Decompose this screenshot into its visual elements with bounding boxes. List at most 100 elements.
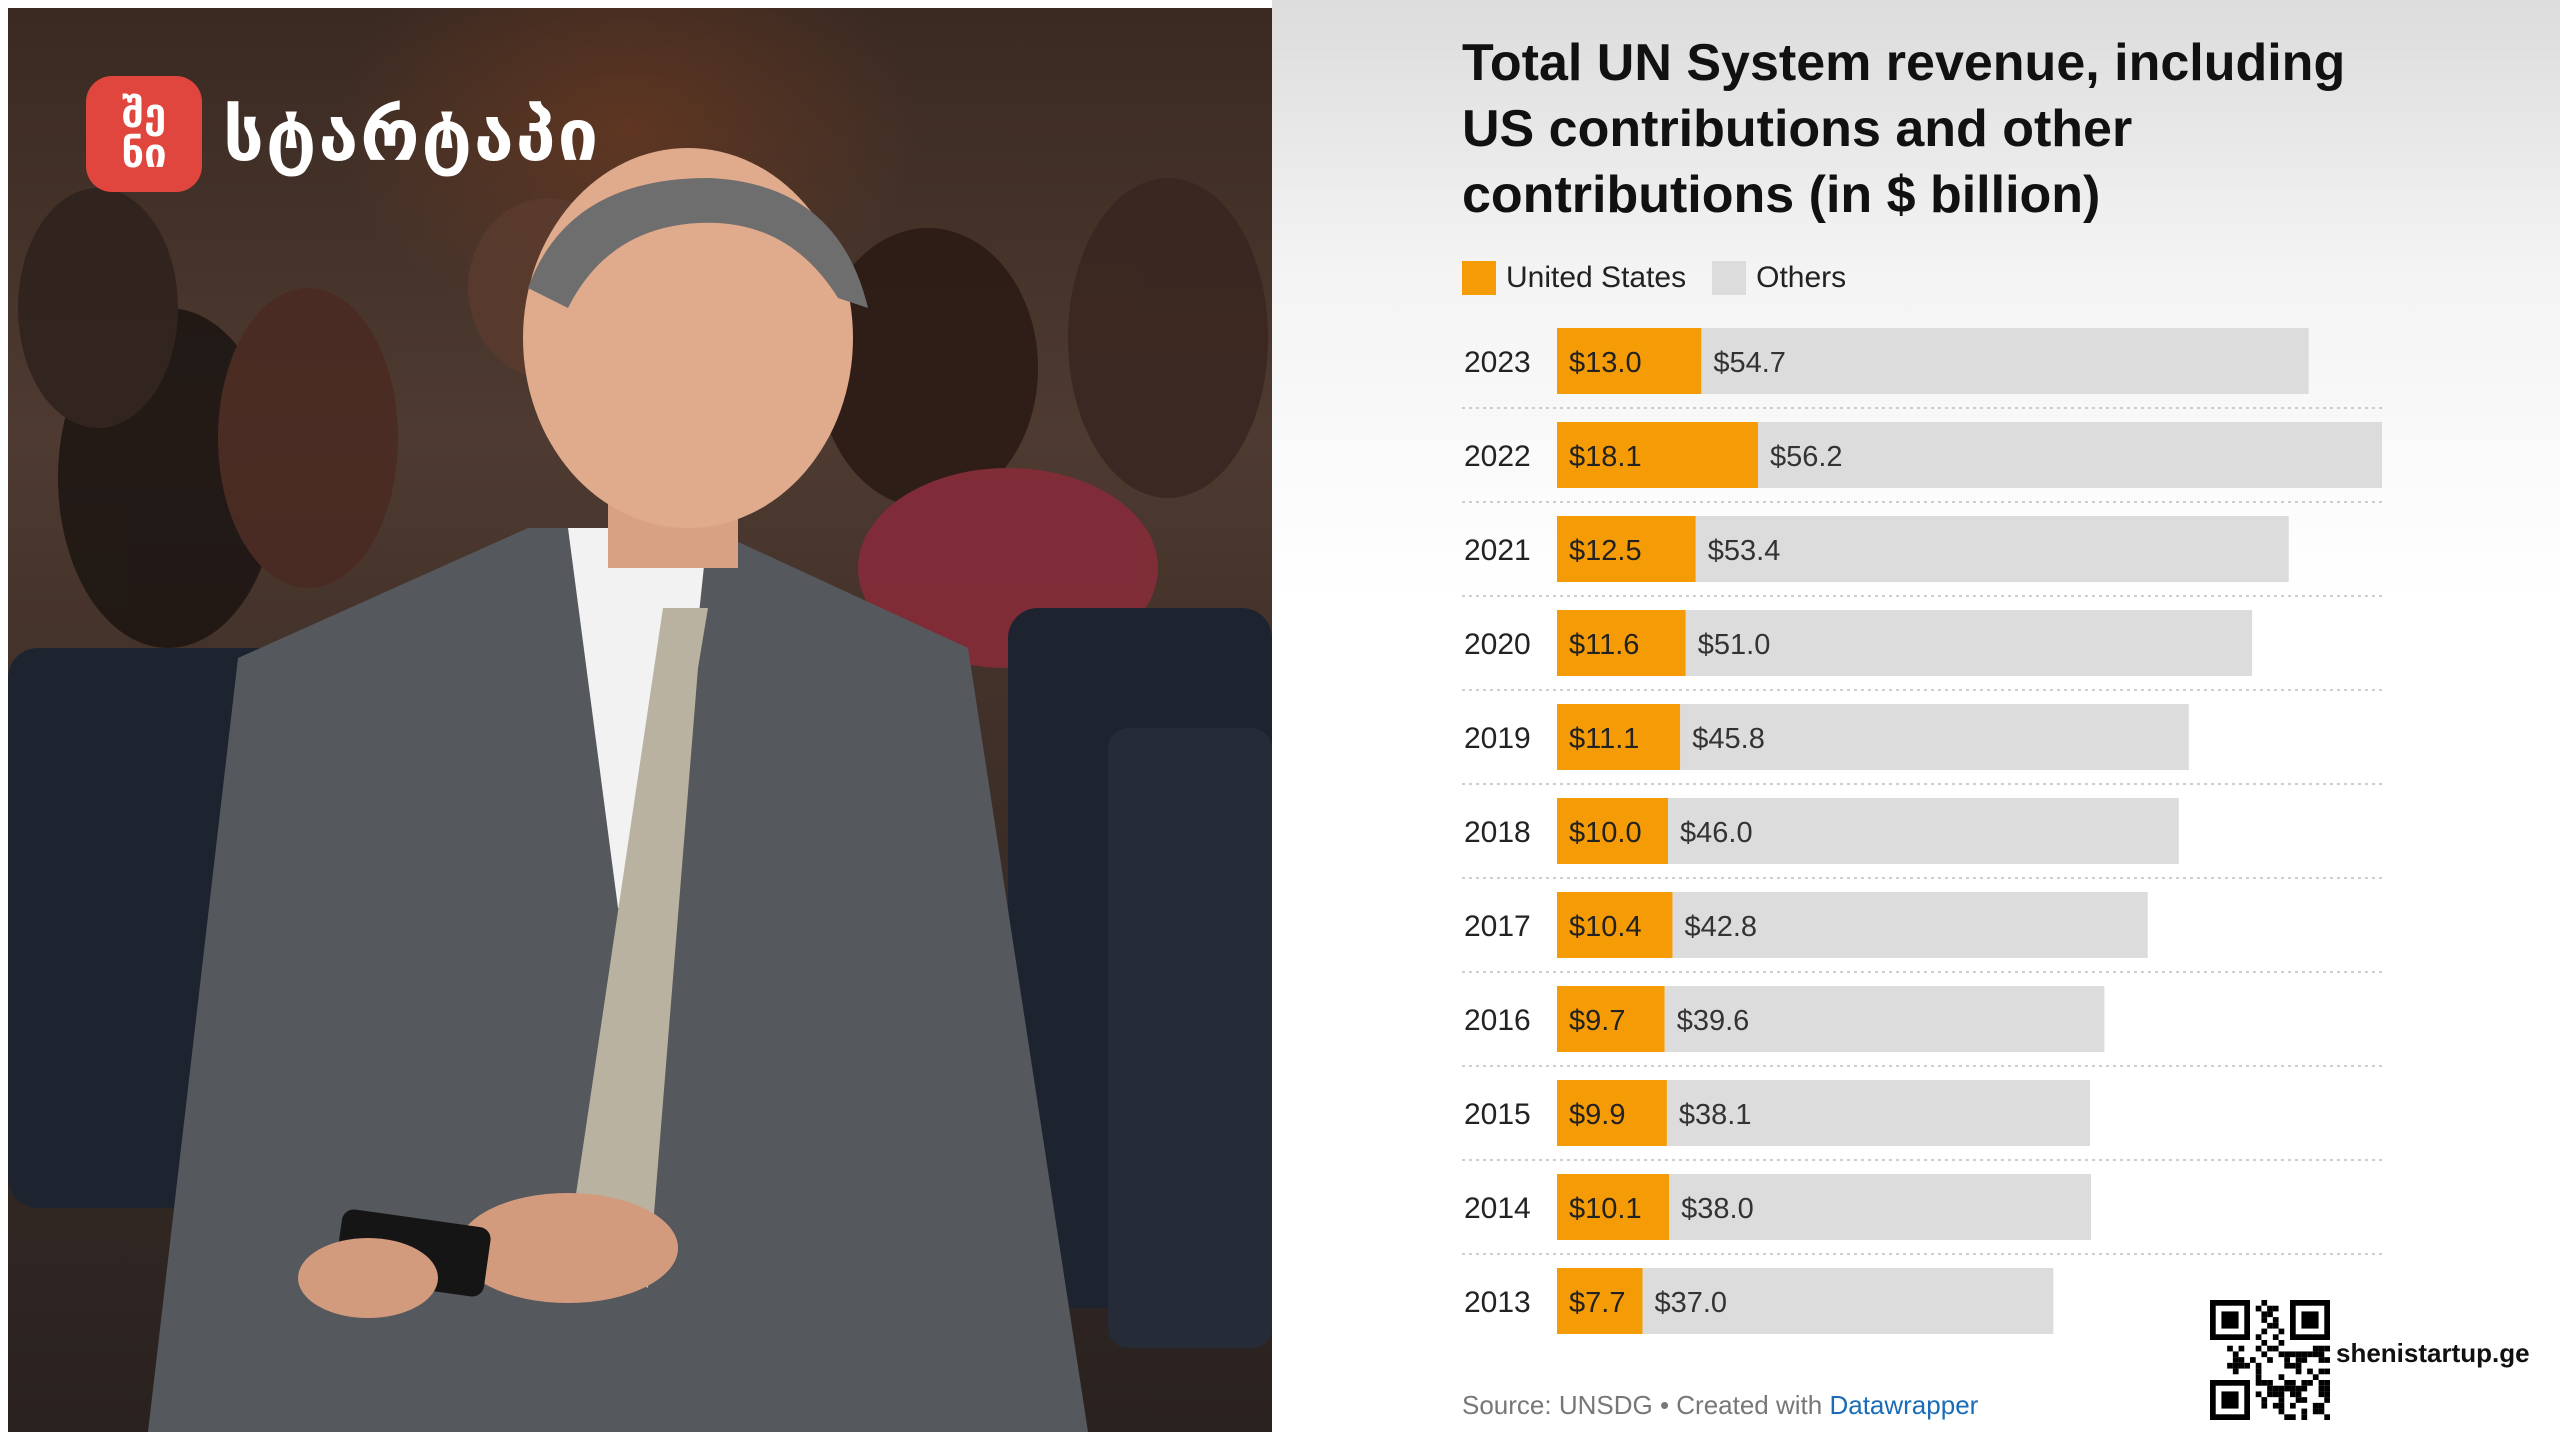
data-label-others: $39.6 <box>1677 1005 1750 1037</box>
qr-module <box>2318 1380 2325 1386</box>
qr-module <box>2232 1362 2239 1369</box>
bar-others <box>1672 892 2148 958</box>
bar-others <box>1695 516 2289 582</box>
qr-module <box>2278 1385 2285 1392</box>
qr-module <box>2312 1345 2319 1352</box>
chart-legend: United States Others <box>1462 258 1872 298</box>
qr-module <box>2278 1397 2285 1403</box>
bar-others <box>1701 328 2309 394</box>
datawrapper-link[interactable]: Datawrapper <box>1829 1390 1979 1420</box>
qr-module <box>2261 1317 2268 1323</box>
qr-module <box>2284 1362 2290 1369</box>
qr-module <box>2295 1351 2302 1358</box>
qr-module <box>2261 1397 2268 1403</box>
qr-module <box>2318 1402 2325 1409</box>
qr-module <box>2272 1345 2279 1352</box>
year-label: 2022 <box>1464 440 1531 473</box>
qr-module <box>2324 1414 2330 1420</box>
data-label-us: $12.5 <box>1569 535 1642 567</box>
qr-module <box>2261 1402 2268 1409</box>
qr-module <box>2278 1328 2285 1335</box>
qr-module <box>2318 1385 2325 1392</box>
qr-module <box>2290 1414 2296 1420</box>
qr-module <box>2324 1368 2330 1375</box>
qr-module <box>2318 1345 2325 1352</box>
brand-name: სტარტაპი <box>223 93 601 177</box>
qr-module <box>2307 1351 2313 1358</box>
year-label: 2017 <box>1464 910 1531 943</box>
legend-item-others: Others <box>1712 261 1846 295</box>
bar-us <box>1557 1080 1667 1146</box>
bar-others <box>1669 1174 2092 1240</box>
chart-title: Total UN System revenue, including US co… <box>1462 34 2346 224</box>
legend-swatch-us <box>1462 261 1496 295</box>
qr-module <box>2301 1414 2308 1420</box>
qr-module <box>2238 1362 2245 1369</box>
qr-module <box>2255 1334 2262 1340</box>
qr-module <box>2267 1391 2273 1398</box>
qr-module <box>2318 1368 2325 1375</box>
data-label-us: $10.1 <box>1569 1193 1642 1225</box>
event-photo: შე ნი სტარტაპი <box>8 8 1272 1432</box>
qr-module <box>2295 1362 2302 1369</box>
qr-module <box>2278 1391 2285 1398</box>
qr-module <box>2261 1340 2268 1346</box>
data-label-us: $11.1 <box>1569 723 1639 755</box>
qr-module <box>2301 1357 2308 1363</box>
bar-us <box>1557 986 1665 1052</box>
qr-module <box>2278 1340 2285 1346</box>
qr-module <box>2278 1374 2285 1380</box>
year-label: 2023 <box>1464 346 1531 379</box>
qr-module <box>2272 1391 2279 1398</box>
qr-module <box>2238 1357 2245 1363</box>
qr-module <box>2267 1385 2273 1392</box>
site-url[interactable]: shenistartup.ge <box>2336 1338 2530 1368</box>
qr-module <box>2312 1408 2319 1415</box>
qr-module <box>2261 1328 2268 1335</box>
qr-module <box>2295 1357 2302 1363</box>
brand-logo-text-top: შე <box>121 91 167 137</box>
data-label-us: $9.7 <box>1569 1005 1625 1037</box>
bar-others <box>1642 1268 2054 1334</box>
chart-panel: Total UN System revenue, including US co… <box>1272 0 2560 1440</box>
qr-module <box>2261 1311 2268 1318</box>
brand-logo: შე ნი <box>86 76 202 192</box>
qr-module <box>2324 1357 2330 1363</box>
qr-module <box>2307 1380 2313 1386</box>
qr-module <box>2267 1311 2273 1318</box>
data-label-others: $42.8 <box>1684 911 1757 943</box>
qr-module <box>2284 1351 2290 1358</box>
qr-module <box>2272 1322 2279 1329</box>
qr-module <box>2261 1300 2268 1306</box>
data-label-others: $51.0 <box>1698 629 1771 661</box>
data-label-others: $38.0 <box>1681 1193 1754 1225</box>
data-label-us: $11.6 <box>1569 629 1639 661</box>
qr-module <box>2255 1391 2262 1398</box>
qr-code-icon[interactable] <box>2210 1300 2330 1420</box>
year-label: 2013 <box>1464 1286 1531 1319</box>
qr-module <box>2290 1362 2296 1369</box>
bar-us <box>1557 328 1702 394</box>
data-label-us: $10.0 <box>1569 817 1642 849</box>
data-label-us: $7.7 <box>1569 1287 1625 1319</box>
bar-us <box>1557 1268 1643 1334</box>
legend-item-us: United States <box>1462 261 1686 295</box>
qr-module <box>2261 1380 2268 1386</box>
qr-module <box>2324 1391 2330 1398</box>
qr-module <box>2278 1402 2285 1409</box>
qr-module <box>2290 1402 2296 1409</box>
qr-module <box>2312 1374 2319 1380</box>
qr-module <box>2232 1368 2239 1375</box>
data-label-us: $9.9 <box>1569 1099 1625 1131</box>
bar-us <box>1557 610 1686 676</box>
bar-us <box>1557 516 1696 582</box>
year-label: 2019 <box>1464 722 1531 755</box>
qr-module <box>2272 1317 2279 1323</box>
qr-module <box>2284 1380 2290 1386</box>
qr-finder <box>2221 1311 2239 1329</box>
year-label: 2015 <box>1464 1098 1531 1131</box>
qr-module <box>2295 1368 2302 1375</box>
bar-us <box>1557 892 1673 958</box>
year-label: 2014 <box>1464 1192 1531 1225</box>
year-label: 2016 <box>1464 1004 1531 1037</box>
